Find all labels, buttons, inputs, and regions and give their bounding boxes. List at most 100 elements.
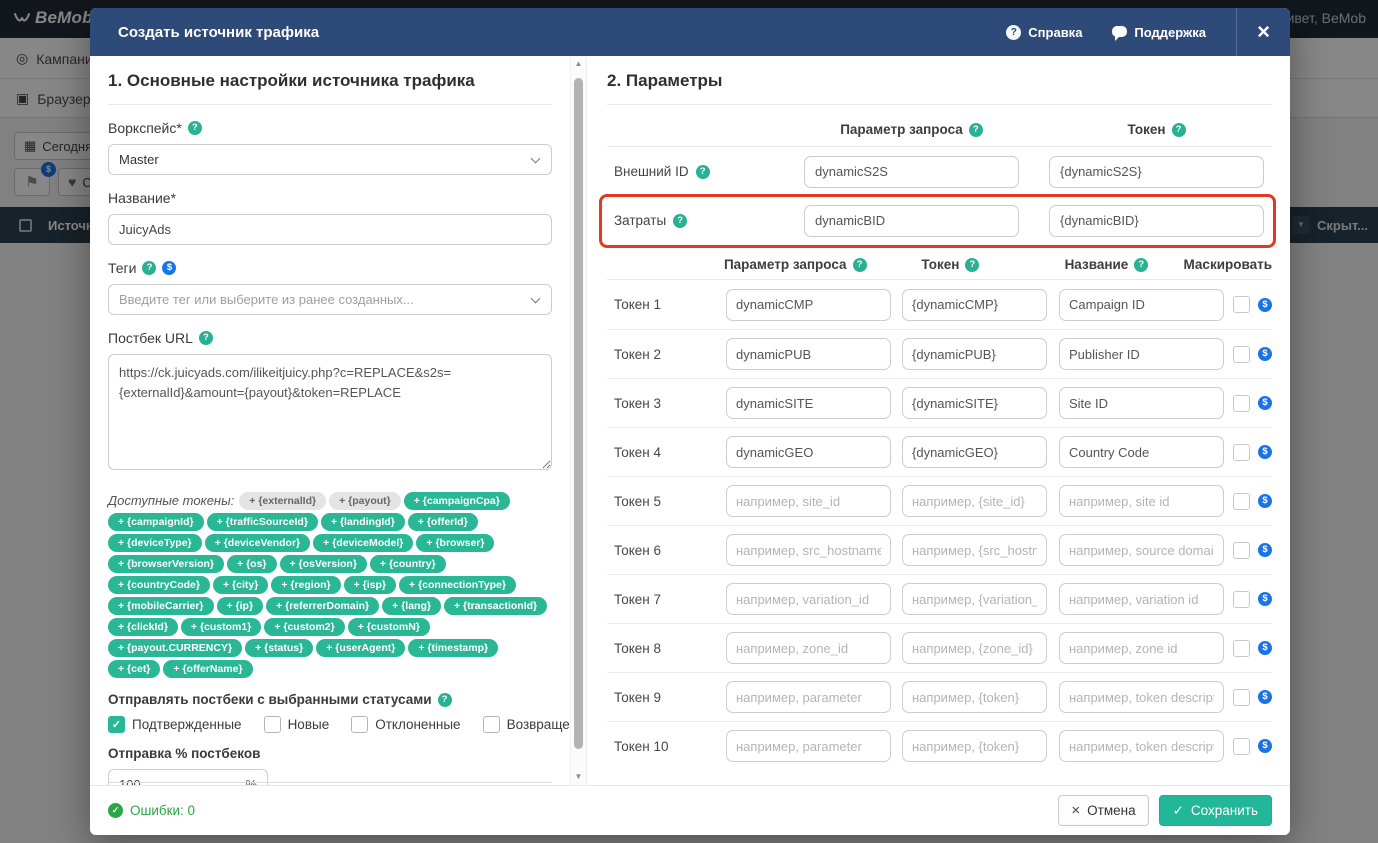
param-input[interactable] [726,338,891,370]
name-input[interactable] [1059,288,1224,321]
token-badge[interactable]: + {ip} [216,596,264,615]
param-input[interactable] [726,288,891,321]
dollar-icon[interactable]: $ [1258,690,1272,704]
token-badge[interactable]: + {deviceVendor} [204,533,311,552]
token-badge[interactable]: + {offerId} [407,512,478,531]
mask-checkbox[interactable] [1233,639,1250,657]
name-input[interactable] [1059,681,1224,713]
token-badge[interactable]: + {referrerDomain} [266,596,380,615]
question-icon[interactable]: ? [187,121,202,135]
question-icon[interactable]: ? [673,213,688,228]
status-checkbox[interactable]: ✓ [482,716,500,733]
left-panel-scrollbar[interactable]: ▲ ▼ [570,56,586,785]
token-badge[interactable]: + {deviceModel} [313,533,414,552]
support-link[interactable]: Поддержка [1112,25,1206,41]
name-input[interactable] [1059,387,1224,419]
name-input[interactable] [1059,436,1224,468]
token-input[interactable] [902,387,1047,419]
name-input[interactable] [1059,632,1224,664]
name-input[interactable] [1059,485,1224,517]
token-badge[interactable]: + {osVersion} [279,554,367,573]
flag-button[interactable]: ⚑ $ [14,162,56,196]
token-badge[interactable]: + {connectionType} [399,575,516,594]
token-badge[interactable]: + {country} [369,554,446,573]
select-all-checkbox[interactable] [19,218,32,232]
status-option[interactable]: ✓ Новые [263,716,329,733]
postback-percent-input[interactable] [109,777,242,785]
dollar-icon[interactable]: $ [1258,641,1272,655]
name-input[interactable] [1059,338,1224,370]
token-badge[interactable]: + {region} [271,575,341,594]
param-input[interactable] [726,681,891,713]
param-input[interactable] [726,534,891,566]
question-icon[interactable]: ? [142,261,157,275]
mask-checkbox[interactable] [1233,590,1250,608]
external-id-token-input[interactable] [1049,155,1264,188]
external-id-param-input[interactable] [804,155,1019,188]
token-badge[interactable]: + {lang} [382,596,441,615]
scrollbar-thumb[interactable] [574,77,583,750]
token-badge[interactable]: + {mobileCarrier} [108,596,214,615]
token-input[interactable] [902,632,1047,664]
token-input[interactable] [902,534,1047,566]
status-option[interactable]: ✓ Отклоненные [351,716,461,733]
mask-checkbox[interactable] [1233,492,1250,510]
name-input[interactable] [1059,534,1224,566]
tags-select[interactable]: Введите тег или выберите из ранее создан… [108,284,552,315]
token-input[interactable] [902,436,1047,468]
token-badge[interactable]: + {payout} [329,491,401,510]
question-icon[interactable]: ? [695,164,710,179]
status-option[interactable]: ✓ Возвращенные [482,716,570,733]
cost-param-input[interactable] [804,204,1019,237]
dollar-icon[interactable]: $ [1258,494,1272,508]
status-checkbox[interactable]: ✓ [263,716,281,733]
token-badge[interactable]: + {deviceType} [108,533,202,552]
question-icon[interactable]: ? [1134,257,1149,272]
workspace-select[interactable]: Master [108,144,552,175]
name-input[interactable] [1059,583,1224,615]
token-badge[interactable]: + {campaignId} [108,512,204,531]
token-input[interactable] [902,485,1047,517]
token-badge[interactable]: + {userAgent} [316,638,406,657]
token-input[interactable] [902,681,1047,713]
token-badge[interactable]: + {campaignCpa} [403,491,510,510]
token-badge[interactable]: + {timestamp} [408,638,499,657]
token-badge[interactable]: + {payout.CURRENCY} [108,638,243,657]
nav-item-browsers[interactable]: ▣ Браузеры [16,90,101,107]
param-input[interactable] [726,485,891,517]
question-icon[interactable]: ? [198,331,213,345]
token-input[interactable] [902,583,1047,615]
scrollbar-track[interactable] [571,71,586,770]
save-button[interactable]: ✓ Сохранить [1158,795,1272,826]
mask-checkbox[interactable] [1233,296,1250,313]
token-badge[interactable]: + {browserVersion} [108,554,225,573]
question-icon[interactable]: ? [1171,122,1186,137]
token-badge[interactable]: + {custom2} [264,617,345,636]
question-icon[interactable]: ? [965,257,980,272]
mask-checkbox[interactable] [1233,737,1250,755]
dollar-icon[interactable]: $ [1258,592,1272,606]
token-badge[interactable]: + {transactionId} [443,596,548,615]
token-badge[interactable]: + {trafficSourceId} [206,512,318,531]
token-badge[interactable]: + {externalId} [239,491,327,510]
user-greeting[interactable]: Привет, BeMob [1268,10,1366,26]
token-badge[interactable]: + {custom1} [180,617,262,636]
help-link[interactable]: ? Справка [1006,24,1082,40]
param-input[interactable] [726,632,891,664]
postback-url-textarea[interactable]: https://ck.juicyads.com/ilikeitjuicy.php… [108,354,552,470]
token-badge[interactable]: + {customN} [347,617,430,636]
token-badge[interactable]: + {isp} [343,575,397,594]
scroll-down-arrow[interactable]: ▼ [574,772,583,781]
mask-checkbox[interactable] [1233,345,1250,363]
dollar-icon[interactable]: $ [1258,297,1272,312]
token-badge[interactable]: + {status} [245,638,314,657]
status-checkbox[interactable]: ✓ [351,716,369,733]
token-badge[interactable]: + {browser} [416,533,495,552]
question-icon[interactable]: ? [852,257,867,272]
mask-checkbox[interactable] [1233,443,1250,461]
dollar-icon[interactable]: $ [1258,543,1272,557]
param-input[interactable] [726,387,891,419]
param-input[interactable] [726,583,891,615]
token-badge[interactable]: + {countryCode} [108,575,210,594]
bemob-logo[interactable]: BeMob [14,8,93,28]
